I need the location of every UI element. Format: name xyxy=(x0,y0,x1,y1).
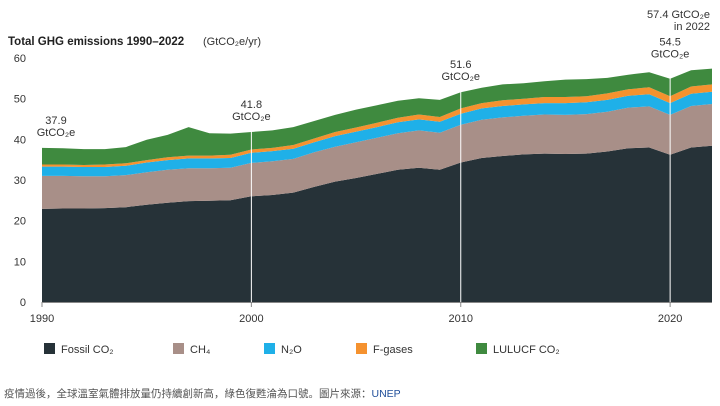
annotation-2000-line-1: GtCO₂e xyxy=(232,111,271,123)
y-tick-label-20: 20 xyxy=(14,216,26,228)
x-tick-label-2020: 2020 xyxy=(658,313,682,325)
area-series-2 xyxy=(42,91,712,177)
y-tick-label-50: 50 xyxy=(14,94,26,106)
area-series-0 xyxy=(42,145,712,302)
annotation-2000-line-0: 41.8 xyxy=(241,99,262,111)
annotation-2010-line-1: GtCO₂e xyxy=(442,71,481,83)
chart-title-unit: (GtCO₂e/yr) xyxy=(203,36,261,48)
legend-swatch-3 xyxy=(356,343,367,354)
y-tick-label-30: 30 xyxy=(14,175,26,187)
chart-title: Total GHG emissions 1990–2022 (GtCO₂e/yr) xyxy=(8,36,261,48)
y-tick-label-60: 60 xyxy=(14,53,26,65)
annotation-lines xyxy=(250,74,671,302)
annotation-2020-line-0: 54.5 xyxy=(659,37,680,49)
legend-swatch-0 xyxy=(44,343,55,354)
legend-label-2: N₂O xyxy=(281,344,302,356)
annotation-1990-line-0: 37.9 xyxy=(45,115,66,127)
legend-label-1: CH₄ xyxy=(190,344,211,356)
area-series-1 xyxy=(42,104,712,209)
caption: 疫情過後，全球溫室氣體排放量仍持續創新高，綠色復甦淪為口號。圖片來源：UNEP xyxy=(4,386,401,401)
stacked-areas xyxy=(42,68,712,302)
legend-swatch-2 xyxy=(264,343,275,354)
caption-text: 疫情過後，全球溫室氣體排放量仍持續創新高，綠色復甦淪為口號。圖片來源： xyxy=(4,388,372,400)
y-tick-label-0: 0 xyxy=(20,297,26,309)
area-series-4 xyxy=(42,68,712,165)
annotation-2020-line-1: GtCO₂e xyxy=(651,49,690,61)
x-tick-label-1990: 1990 xyxy=(30,313,54,325)
annotations: 37.9GtCO₂e41.8GtCO₂e51.6GtCO₂e54.5GtCO₂e… xyxy=(37,9,710,139)
x-tick-label-2010: 2010 xyxy=(449,313,473,325)
y-tick-label-40: 40 xyxy=(14,134,26,146)
x-tick-label-2000: 2000 xyxy=(239,313,263,325)
annotation-1990-line-1: GtCO₂e xyxy=(37,127,76,139)
chart-title-text: Total GHG emissions 1990–2022 xyxy=(8,36,184,48)
y-tick-label-10: 10 xyxy=(14,256,26,268)
area-series-3 xyxy=(42,84,712,167)
legend: Fossil CO₂ CH₄ N₂O F-gases LULUCF CO₂ xyxy=(44,343,560,356)
annotation-2022-line-1: in 2022 xyxy=(674,21,710,33)
legend-swatch-1 xyxy=(173,343,184,354)
axes: 0 10 20 30 40 50 60 1990 2000 2010 2020 xyxy=(14,53,712,325)
legend-label-3: F-gases xyxy=(373,344,413,356)
legend-label-4: LULUCF CO₂ xyxy=(493,344,560,356)
annotation-2010-line-0: 51.6 xyxy=(450,59,471,71)
annotation-2022-line-0: 57.4 GtCO₂e xyxy=(647,9,710,21)
caption-source-link[interactable]: UNEP xyxy=(371,388,401,400)
legend-label-0: Fossil CO₂ xyxy=(61,344,114,356)
legend-swatch-4 xyxy=(476,343,487,354)
